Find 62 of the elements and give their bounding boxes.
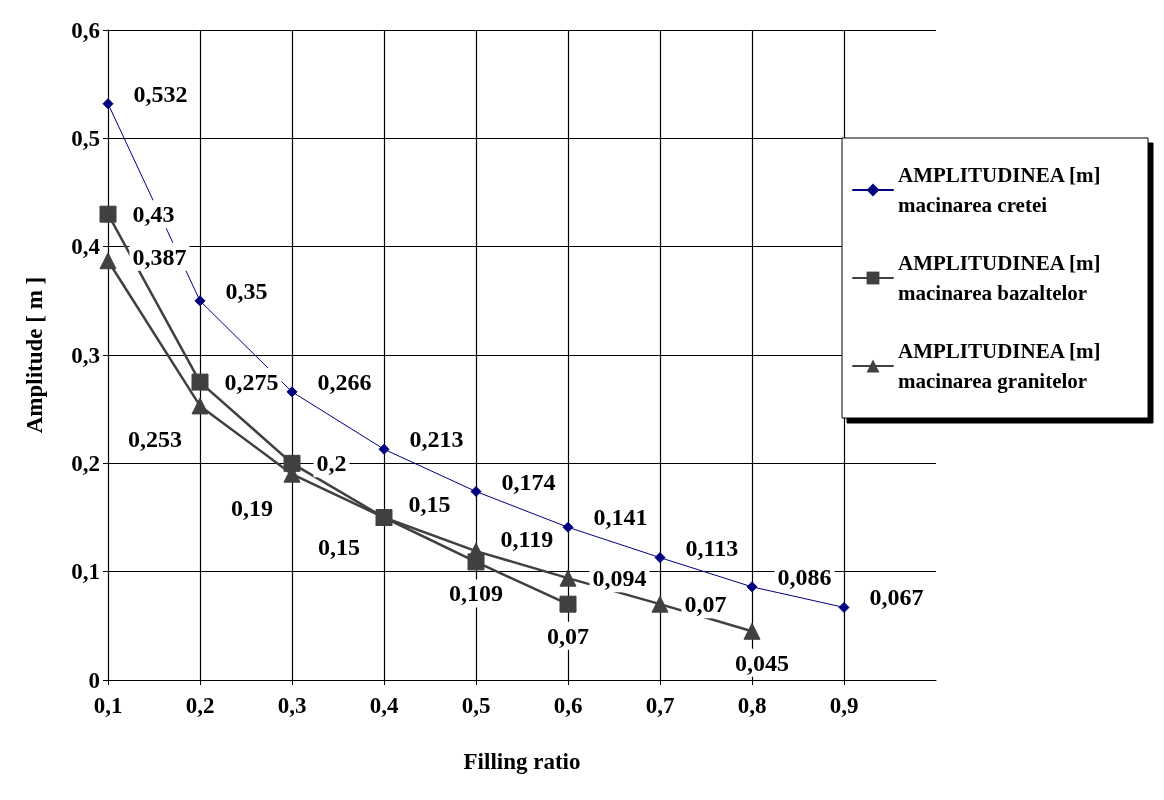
point xyxy=(743,622,761,640)
data-label: 0,43 xyxy=(132,201,175,228)
legend-label: AMPLITUDINEA [m] macinarea bazaltelor xyxy=(898,251,1106,305)
x-tick-label: 0,5 xyxy=(461,693,491,718)
point xyxy=(99,252,117,270)
x-tick-label: 0,7 xyxy=(645,693,675,718)
data-label: 0,35 xyxy=(225,277,268,304)
x-tick-label: 0,3 xyxy=(277,693,307,718)
data-label: 0,387 xyxy=(132,243,187,270)
data-label: 0,213 xyxy=(409,426,464,453)
x-tick-label: 0,2 xyxy=(185,693,215,718)
point xyxy=(191,397,209,415)
point xyxy=(286,386,298,398)
data-label: 0,07 xyxy=(547,622,589,649)
data-label: 0,109 xyxy=(449,580,503,607)
point xyxy=(746,581,758,593)
data-label: 0,113 xyxy=(685,534,739,561)
legend-label: AMPLITUDINEA [m] macinarea cretei xyxy=(898,163,1106,217)
data-label: 0,094 xyxy=(592,565,647,592)
data-label: 0,086 xyxy=(777,563,832,590)
point xyxy=(838,601,850,613)
y-tick-label: 0,3 xyxy=(71,342,100,368)
point xyxy=(562,521,574,533)
x-tick-label: 0,4 xyxy=(369,693,399,718)
point xyxy=(654,552,666,564)
data-label: 0,174 xyxy=(501,468,556,495)
x-axis-title: Filling ratio xyxy=(463,749,581,774)
x-tick-label: 0,6 xyxy=(553,693,583,718)
y-tick-label: 0,5 xyxy=(71,125,100,151)
point xyxy=(99,205,117,223)
data-label: 0,266 xyxy=(317,368,372,395)
x-tick-label: 0,1 xyxy=(93,693,123,718)
point xyxy=(283,454,301,472)
x-tick-label: 0,8 xyxy=(737,693,767,718)
y-tick-label: 0,4 xyxy=(71,234,101,260)
data-label: 0,15 xyxy=(408,490,451,517)
data-label: 0,067 xyxy=(869,584,924,611)
x-tick-label: 0,9 xyxy=(829,693,859,718)
legend-label: AMPLITUDINEA [m] macinarea granitelor xyxy=(898,339,1106,393)
data-label: 0,045 xyxy=(735,649,789,676)
data-label: 0,532 xyxy=(133,80,188,107)
y-tick-label: 0,6 xyxy=(71,17,100,43)
point xyxy=(651,595,669,613)
data-label: 0,2 xyxy=(316,450,347,477)
y-tick-label: 0,2 xyxy=(71,450,100,476)
point xyxy=(559,595,577,613)
y-axis-title: Amplitude [ m ] xyxy=(22,276,47,434)
y-tick-label: 0 xyxy=(88,667,100,693)
data-label: 0,119 xyxy=(500,526,554,553)
point xyxy=(378,443,390,455)
point xyxy=(191,373,209,391)
point xyxy=(470,486,482,497)
data-label: 0,253 xyxy=(128,426,182,453)
data-label: 0,15 xyxy=(318,534,360,560)
data-label: 0,19 xyxy=(231,494,273,521)
point xyxy=(559,569,577,587)
data-label: 0,07 xyxy=(684,591,727,618)
point xyxy=(102,98,114,110)
point xyxy=(194,295,206,307)
data-label: 0,141 xyxy=(593,504,648,531)
data-label: 0,275 xyxy=(224,369,279,396)
y-tick-label: 0,1 xyxy=(71,559,100,585)
